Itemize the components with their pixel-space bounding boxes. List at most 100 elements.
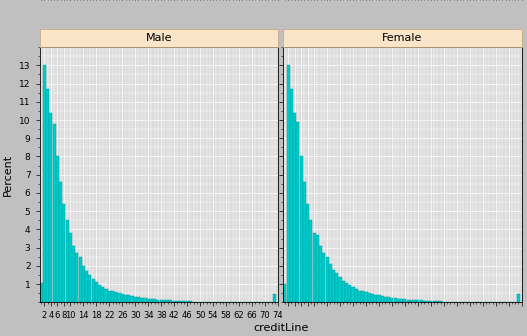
- Bar: [361, 291, 364, 302]
- Bar: [430, 301, 433, 302]
- Bar: [169, 300, 172, 302]
- Bar: [403, 299, 406, 302]
- Bar: [131, 296, 133, 302]
- Text: Male: Male: [145, 33, 172, 43]
- Bar: [284, 284, 287, 302]
- Bar: [423, 301, 426, 302]
- Bar: [147, 299, 150, 302]
- Bar: [377, 295, 380, 302]
- Bar: [352, 287, 355, 302]
- Bar: [358, 291, 361, 302]
- Bar: [56, 157, 59, 302]
- Bar: [293, 113, 296, 302]
- Bar: [426, 301, 429, 302]
- Bar: [329, 264, 332, 302]
- Bar: [287, 65, 290, 302]
- Bar: [436, 301, 439, 302]
- Bar: [150, 299, 153, 302]
- Bar: [296, 122, 299, 302]
- Bar: [335, 273, 338, 302]
- Bar: [416, 300, 419, 302]
- Bar: [332, 269, 335, 302]
- Bar: [173, 301, 175, 302]
- Bar: [127, 295, 130, 302]
- Bar: [179, 301, 182, 302]
- Bar: [101, 287, 104, 302]
- Bar: [140, 298, 143, 302]
- Bar: [118, 293, 121, 302]
- Text: Female: Female: [382, 33, 423, 43]
- Bar: [95, 282, 98, 302]
- Bar: [368, 293, 371, 302]
- Bar: [69, 233, 72, 302]
- Bar: [111, 291, 114, 302]
- Bar: [299, 157, 302, 302]
- Bar: [121, 294, 124, 302]
- Bar: [153, 299, 156, 302]
- Bar: [303, 182, 306, 302]
- Bar: [137, 297, 140, 302]
- Bar: [348, 285, 352, 302]
- Bar: [176, 301, 179, 302]
- Bar: [387, 297, 391, 302]
- Bar: [309, 220, 313, 302]
- Bar: [50, 113, 52, 302]
- Text: Percent: Percent: [3, 154, 13, 196]
- Bar: [384, 297, 387, 302]
- Bar: [186, 301, 189, 302]
- Bar: [114, 292, 118, 302]
- Bar: [407, 300, 409, 302]
- Bar: [53, 124, 56, 302]
- Bar: [397, 299, 400, 302]
- Bar: [79, 257, 82, 302]
- Bar: [143, 298, 147, 302]
- Bar: [371, 294, 374, 302]
- Bar: [104, 289, 108, 302]
- Text: creditLine: creditLine: [253, 323, 308, 333]
- Bar: [365, 292, 367, 302]
- Bar: [182, 301, 186, 302]
- Bar: [338, 277, 341, 302]
- Bar: [163, 300, 166, 302]
- Bar: [439, 301, 442, 302]
- Bar: [92, 279, 95, 302]
- Bar: [62, 204, 65, 302]
- Bar: [394, 298, 397, 302]
- Bar: [345, 283, 348, 302]
- Bar: [160, 300, 163, 302]
- Bar: [517, 294, 520, 302]
- Bar: [306, 204, 309, 302]
- Bar: [316, 235, 319, 302]
- Bar: [374, 295, 377, 302]
- Bar: [72, 246, 75, 302]
- Bar: [166, 300, 169, 302]
- Bar: [108, 291, 111, 302]
- Bar: [319, 246, 322, 302]
- Bar: [433, 301, 436, 302]
- Bar: [85, 271, 88, 302]
- Bar: [413, 300, 416, 302]
- Bar: [82, 266, 85, 302]
- Bar: [124, 295, 127, 302]
- Bar: [46, 89, 49, 302]
- Bar: [419, 300, 423, 302]
- Bar: [98, 285, 101, 302]
- Bar: [326, 257, 329, 302]
- Bar: [65, 220, 69, 302]
- Bar: [157, 300, 160, 302]
- Bar: [273, 294, 276, 302]
- Bar: [59, 182, 62, 302]
- Bar: [134, 297, 137, 302]
- Bar: [380, 296, 384, 302]
- Bar: [290, 89, 293, 302]
- Bar: [75, 253, 79, 302]
- Bar: [391, 298, 394, 302]
- Bar: [43, 65, 46, 302]
- Bar: [313, 233, 316, 302]
- Bar: [410, 300, 413, 302]
- Bar: [323, 253, 325, 302]
- Bar: [355, 289, 358, 302]
- Bar: [89, 275, 91, 302]
- Bar: [341, 281, 345, 302]
- Bar: [189, 301, 192, 302]
